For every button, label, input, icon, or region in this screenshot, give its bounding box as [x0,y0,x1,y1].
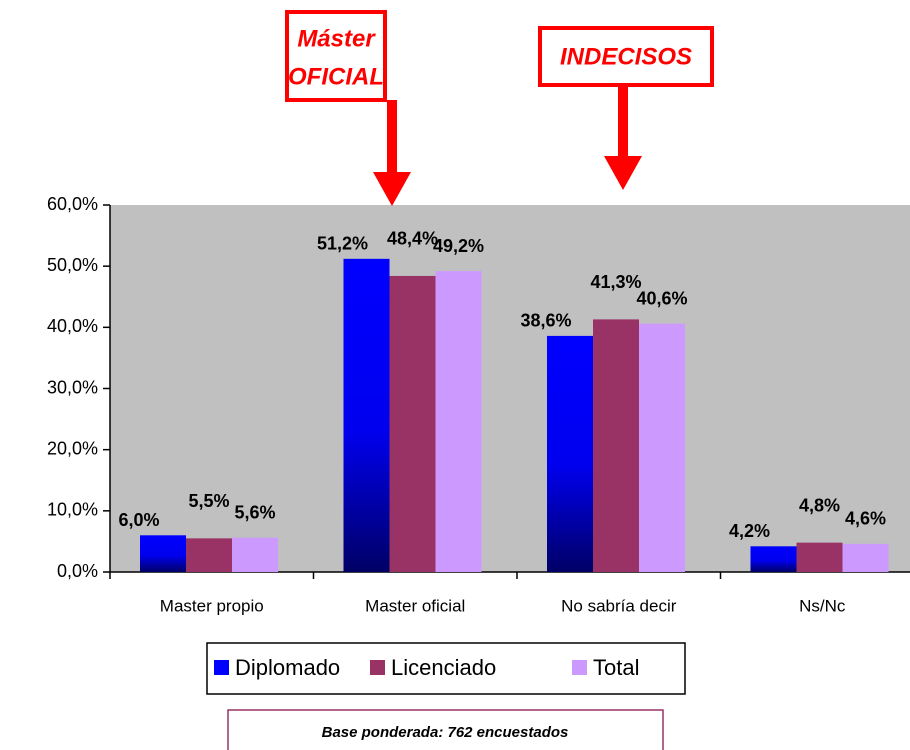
bar [389,275,436,572]
data-label: 48,4% [387,229,438,249]
data-label: 4,2% [729,521,770,541]
legend-items: Diplomado Licenciado Total [214,655,639,680]
annotation-text: Máster [297,25,376,52]
y-tick-label: 30,0% [47,377,98,397]
bar [750,546,797,572]
data-label: 41,3% [590,272,641,292]
bar [232,537,278,572]
legend-swatch [370,660,385,675]
arrow [373,100,411,206]
data-label: 4,8% [799,495,840,515]
data-label: 40,6% [636,288,687,308]
y-tick-label: 40,0% [47,316,98,336]
data-label: 5,6% [234,502,275,522]
data-label: 5,5% [188,491,229,511]
legend [206,642,686,695]
y-tick-label: 50,0% [47,255,98,275]
bar [140,535,186,572]
footnote-box [227,709,664,750]
data-label: 38,6% [520,311,571,331]
y-tick-label: 10,0% [47,500,98,520]
legend-label: Total [593,655,639,680]
plot-area [110,205,910,572]
legend-label: Diplomado [235,655,340,680]
bar [796,542,843,572]
arrow [604,85,642,190]
footnote: Base ponderada: 762 encuestados [322,724,569,741]
bar [842,543,889,572]
x-tick-label: Master oficial [365,596,465,615]
bar [435,271,482,572]
y-tick-label: 60,0% [47,194,98,214]
y-tick-label: 20,0% [47,438,98,458]
bar [639,323,685,572]
data-label: 51,2% [317,234,368,254]
data-label: 4,6% [845,509,886,529]
x-tick-label: Ns/Nc [799,596,846,615]
x-tick-label: No sabría decir [561,596,677,615]
data-label: 49,2% [433,236,484,256]
legend-label: Licenciado [391,655,496,680]
annotation-text: INDECISOS [560,43,692,70]
legend-swatch [214,660,229,675]
bar [186,538,232,572]
x-tick-label: Master propio [160,596,264,615]
bar [593,319,639,572]
y-tick-label: 0,0% [57,561,98,581]
legend-swatch [572,660,587,675]
data-label: 6,0% [118,510,159,530]
annotation-text: OFICIAL [288,63,384,90]
annotation-box [538,26,714,87]
bar [343,258,390,572]
annotation-box [285,10,387,102]
bar [547,335,593,572]
